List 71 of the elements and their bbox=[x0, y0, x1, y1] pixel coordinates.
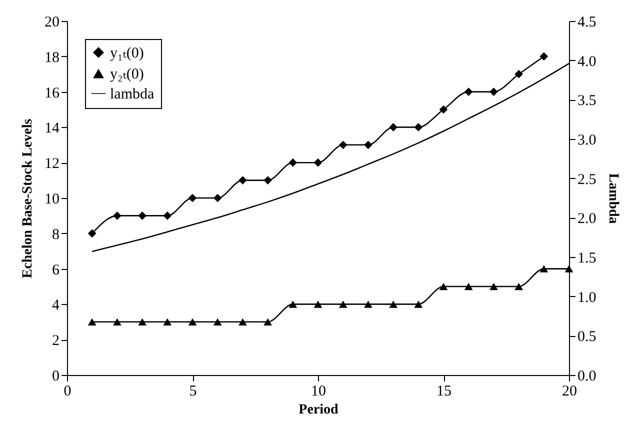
point bbox=[88, 318, 96, 326]
point bbox=[490, 282, 498, 290]
y2-tick-label: 0.5 bbox=[578, 329, 596, 346]
y-tick-label: 2 bbox=[52, 333, 60, 350]
point bbox=[439, 105, 448, 114]
x-tick-label: 15 bbox=[436, 384, 452, 400]
point bbox=[88, 229, 96, 238]
point bbox=[414, 123, 423, 132]
y-tick-label: 8 bbox=[52, 226, 60, 243]
point bbox=[138, 212, 146, 220]
point bbox=[288, 158, 298, 167]
y-tick-label: 10 bbox=[44, 192, 60, 208]
legend-label: y₁ₜ(0) bbox=[110, 46, 144, 62]
point bbox=[314, 158, 322, 167]
point bbox=[338, 300, 348, 308]
point bbox=[213, 318, 222, 326]
point bbox=[138, 318, 146, 326]
y2-tick-label: 3.5 bbox=[578, 93, 596, 110]
point bbox=[564, 265, 574, 272]
legend-label: lambda bbox=[110, 86, 154, 102]
point bbox=[188, 318, 197, 326]
point bbox=[364, 140, 372, 150]
point bbox=[514, 70, 523, 78]
y2-tick-label: 2.5 bbox=[578, 172, 596, 188]
y-tick-label: 16 bbox=[44, 85, 60, 102]
point bbox=[113, 318, 122, 326]
y-tick-label: 20 bbox=[44, 14, 60, 30]
y-tick-label: 12 bbox=[44, 156, 60, 172]
point bbox=[288, 300, 298, 308]
point bbox=[439, 282, 448, 290]
y-tick-label: 4 bbox=[52, 298, 60, 314]
y2-tick-label: 4.0 bbox=[578, 54, 596, 70]
point bbox=[338, 140, 348, 150]
y2-tick-label: 0.0 bbox=[578, 368, 596, 384]
point bbox=[414, 300, 423, 308]
point bbox=[490, 88, 498, 96]
legend-label: y₂ₜ(0) bbox=[110, 66, 144, 82]
point bbox=[464, 282, 473, 290]
y-tick-label: 6 bbox=[52, 262, 60, 278]
point bbox=[163, 212, 172, 220]
x-tick-label: 10 bbox=[311, 384, 326, 400]
y-axis-title: Echelon Base-Stock Levels bbox=[20, 118, 36, 278]
x-tick-label: 5 bbox=[189, 384, 197, 400]
point bbox=[540, 52, 548, 61]
point bbox=[464, 88, 473, 96]
y2-tick-label: 4.5 bbox=[578, 14, 596, 30]
point bbox=[238, 318, 247, 326]
point bbox=[264, 176, 272, 184]
x-tick-label: 0 bbox=[64, 384, 72, 400]
point bbox=[264, 318, 272, 326]
y2-tick-label: 1.5 bbox=[578, 250, 596, 266]
y2-axis-title: Lambda bbox=[605, 173, 620, 224]
y2-tick-label: 2.0 bbox=[578, 211, 596, 228]
point bbox=[514, 282, 523, 290]
point bbox=[314, 300, 322, 308]
x-axis-title: Period bbox=[298, 402, 339, 418]
point bbox=[163, 318, 172, 326]
point bbox=[213, 194, 222, 202]
point bbox=[540, 265, 548, 272]
point bbox=[238, 176, 247, 184]
point bbox=[389, 123, 398, 132]
y2-tick-label: 3.0 bbox=[578, 132, 596, 148]
point bbox=[364, 300, 372, 308]
point bbox=[389, 300, 398, 308]
y2-tick-label: 1.0 bbox=[578, 290, 596, 306]
y-tick-label: 0 bbox=[52, 368, 60, 384]
point bbox=[113, 212, 122, 220]
y-tick-label: 14 bbox=[44, 120, 60, 137]
y-tick-label: 18 bbox=[44, 50, 60, 66]
point bbox=[188, 194, 197, 202]
x-tick-label: 20 bbox=[562, 384, 577, 400]
